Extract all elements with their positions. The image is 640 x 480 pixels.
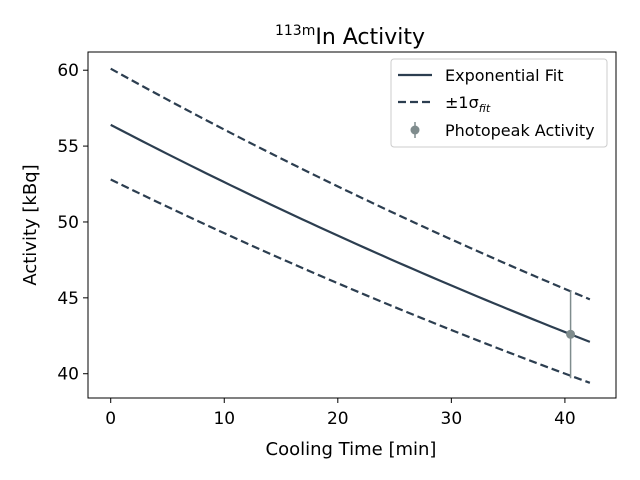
series-layer <box>110 67 591 384</box>
y-tick-label: 40 <box>57 365 79 385</box>
photopeak-point <box>566 329 576 339</box>
x-tick-label: 10 <box>213 409 235 429</box>
x-tick-label: 30 <box>441 409 463 429</box>
y-tick-label: 45 <box>57 289 79 309</box>
plot-area <box>87 51 617 399</box>
y-tick-label: 50 <box>57 213 79 233</box>
x-axis-label: Cooling Time [min] <box>266 439 437 460</box>
sigma-upper-line <box>110 67 591 301</box>
chart-title-main: In Activity <box>315 25 425 50</box>
legend-label-sigma-main: ±1σ <box>445 93 479 112</box>
exponential-fit-line <box>110 123 591 343</box>
legend-label-exponential-fit: Exponential Fit <box>445 66 563 85</box>
chart-title-superscript: 113m <box>275 23 315 39</box>
x-tick-label: 40 <box>554 409 576 429</box>
legend: Exponential Fit ±1σfit Photopeak Activit… <box>390 58 608 148</box>
x-tick-label: 20 <box>327 409 349 429</box>
y-tick-label: 60 <box>57 61 79 81</box>
y-axis: 40 45 50 55 60 <box>57 61 88 385</box>
y-tick-label: 55 <box>57 137 79 157</box>
legend-label-photopeak-activity: Photopeak Activity <box>445 121 595 140</box>
legend-label-sigma-subscript: fit <box>479 102 491 115</box>
legend-handle-photopeak-marker <box>410 125 420 135</box>
x-tick-label: 0 <box>105 409 116 429</box>
legend-box <box>390 58 608 148</box>
legend-label-sigma-band: ±1σfit <box>445 93 491 115</box>
y-axis-label: Activity [kBq] <box>20 164 41 285</box>
sigma-lower-line <box>110 178 591 384</box>
x-axis: 0 10 20 30 40 <box>105 398 576 429</box>
chart-title: 113mIn Activity <box>275 23 425 50</box>
